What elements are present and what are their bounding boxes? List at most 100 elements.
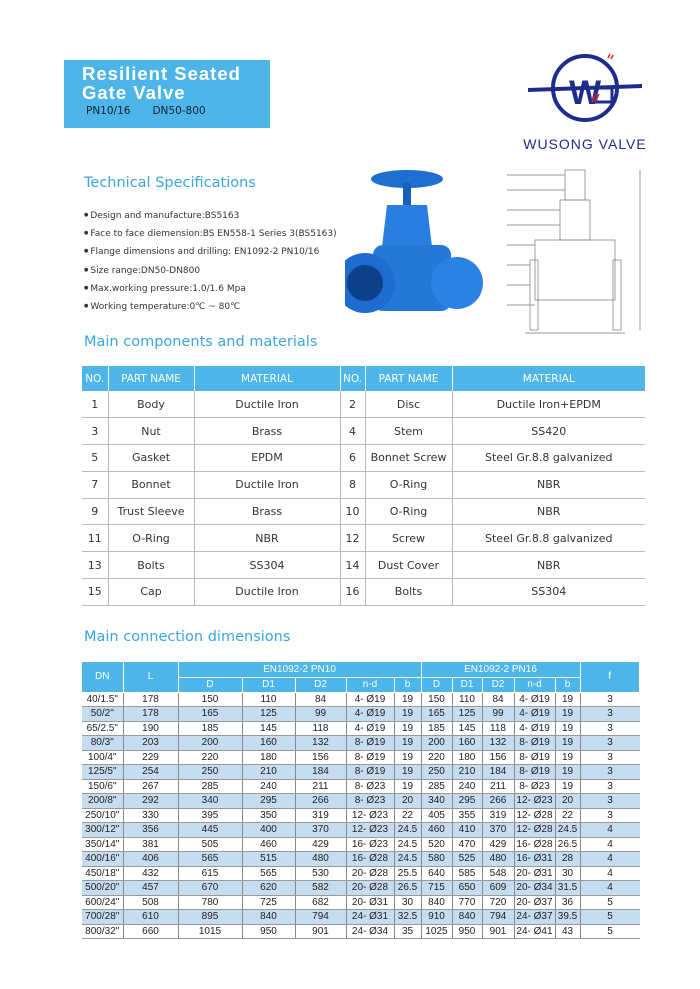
- table-cell: Stem: [365, 417, 453, 446]
- table-cell: 429: [295, 837, 347, 852]
- table-cell: 285: [421, 779, 453, 794]
- table-cell: 800/32": [82, 924, 124, 939]
- table-cell: 210: [452, 764, 483, 780]
- table-cell: 350/14": [82, 837, 124, 852]
- table-cell: 355: [452, 808, 483, 823]
- spec-item: Size range:DN50-DN800: [84, 262, 337, 280]
- table-cell: 8- Ø19: [514, 735, 556, 751]
- table-cell: 4- Ø19: [514, 692, 556, 707]
- tech-heading: Technical Specifications: [84, 175, 256, 191]
- logo: W WUSONG VALVE: [520, 48, 650, 153]
- table-cell: 600/24": [82, 895, 124, 910]
- table-row: 400/16" 406 565 515 480 16- Ø28 24.5 580 525 480 1…: [82, 851, 640, 867]
- table-row: 11 O-Ring NBR 12 Screw Steel Gr.8.8 galvanize…: [82, 524, 645, 553]
- table-cell: 200: [421, 735, 453, 751]
- table-cell: 39.5: [555, 909, 581, 925]
- table-cell: O-Ring: [365, 471, 453, 499]
- table-cell: 15: [82, 578, 109, 606]
- table-cell: 340: [421, 793, 453, 809]
- table-row: 50/2" 178 165 125 99 4- Ø19 19 165 125 99 4- Ø19 19…: [82, 706, 640, 722]
- table-cell: 3: [580, 779, 640, 794]
- table-cell: 20- Ø31: [514, 866, 556, 881]
- table-cell: 99: [295, 706, 347, 722]
- table-cell: 350: [242, 808, 296, 823]
- table-cell: 725: [242, 895, 296, 910]
- table-cell: 682: [295, 895, 347, 910]
- table-cell: 285: [178, 779, 243, 794]
- table-cell: 36: [555, 895, 581, 910]
- table-cell: 9: [82, 498, 109, 526]
- table-cell: 26.5: [394, 880, 422, 896]
- table-cell: 240: [452, 779, 483, 794]
- table-cell: 50/2": [82, 706, 124, 722]
- table-row: 3 Nut Brass 4 Stem SS420: [82, 417, 645, 446]
- table-cell: 178: [123, 692, 179, 707]
- table-row: 800/32" 660 1015 950 901 24- Ø34 35 1025 950 901 2…: [82, 924, 640, 939]
- table-cell: 220: [421, 750, 453, 765]
- valve-photo: [345, 170, 483, 313]
- column-header: PART NAME: [365, 366, 453, 391]
- table-cell: 720: [482, 895, 515, 910]
- table-cell: 40/1.5": [82, 692, 124, 707]
- spec-item: Face to face diemension:BS EN558-1 Serie…: [84, 225, 336, 243]
- spec-list: Design and manufacture:BS5163 Face to fa…: [84, 207, 337, 316]
- column-header: MATERIAL: [452, 366, 645, 391]
- valve-drawing: [507, 169, 641, 334]
- table-cell: Dust Cover: [365, 551, 453, 580]
- title-line-1: Resilient Seated: [82, 63, 241, 84]
- table-cell: 840: [421, 895, 453, 910]
- table-cell: 132: [482, 735, 515, 751]
- column-header: NO.: [340, 366, 366, 391]
- table-cell: 515: [242, 851, 296, 867]
- table-cell: 184: [295, 764, 347, 780]
- title-banner: Resilient Seated Gate Valve PN10/16 DN50-…: [64, 60, 270, 128]
- table-cell: 132: [295, 735, 347, 751]
- table-cell: 11: [82, 524, 109, 553]
- table-cell: 24- Ø41: [514, 924, 556, 939]
- table-row: 450/18" 432 615 565 530 20- Ø28 25.5 640 585 548 2…: [82, 866, 640, 881]
- table-cell: 19: [555, 764, 581, 780]
- table-cell: 178: [123, 706, 179, 722]
- table-cell: 211: [482, 779, 515, 794]
- table-cell: 65/2.5": [82, 721, 124, 736]
- table-cell: 660: [123, 924, 179, 939]
- table-cell: 395: [178, 808, 243, 823]
- table-cell: NBR: [452, 551, 645, 580]
- table-cell: 3: [580, 692, 640, 707]
- table-cell: 480: [482, 851, 515, 867]
- table-cell: 620: [242, 880, 296, 896]
- table-cell: 12- Ø23: [514, 793, 556, 809]
- table-cell: 770: [452, 895, 483, 910]
- table-cell: 20: [394, 793, 422, 809]
- table-cell: Disc: [365, 391, 453, 419]
- spec-item: Design and manufacture:BS5163: [84, 207, 337, 225]
- table-row: 15 Cap Ductile Iron 16 Bolts SS304: [82, 578, 645, 606]
- table-cell: 4: [580, 837, 640, 852]
- table-cell: 340: [178, 793, 243, 809]
- components-heading: Main components and materials: [84, 334, 318, 350]
- table-cell: 8- Ø19: [514, 764, 556, 780]
- table-cell: 118: [295, 721, 347, 736]
- column-header: n-d: [346, 677, 395, 693]
- col-l: L: [123, 662, 179, 693]
- table-cell: 180: [242, 750, 296, 765]
- table-cell: 22: [394, 808, 422, 823]
- table-cell: Brass: [194, 498, 341, 526]
- table-cell: Ductile Iron+EPDM: [452, 391, 645, 419]
- table-cell: 3: [580, 735, 640, 751]
- table-cell: 8- Ø23: [514, 779, 556, 794]
- table-row: 125/5" 254 250 210 184 8- Ø19 19 250 210 184 8- Ø1…: [82, 764, 640, 780]
- table-cell: 200: [178, 735, 243, 751]
- table-cell: 267: [123, 779, 179, 794]
- table-row: 1 Body Ductile Iron 2 Disc Ductile Iron+EPDM: [82, 391, 645, 419]
- column-header: D2: [295, 677, 347, 693]
- column-header: D1: [242, 677, 296, 693]
- table-cell: 19: [555, 721, 581, 736]
- table-row: 9 Trust Sleeve Brass 10 O-Ring NBR: [82, 498, 645, 526]
- table-cell: 292: [123, 793, 179, 809]
- table-cell: Steel Gr.8.8 galvanized: [452, 524, 645, 553]
- table-cell: 12- Ø28: [514, 822, 556, 838]
- table-cell: 24- Ø34: [346, 924, 395, 939]
- table-row: 40/1.5" 178 150 110 84 4- Ø19 19 150 110 84 4- Ø19…: [82, 692, 640, 707]
- table-cell: 4- Ø19: [514, 706, 556, 722]
